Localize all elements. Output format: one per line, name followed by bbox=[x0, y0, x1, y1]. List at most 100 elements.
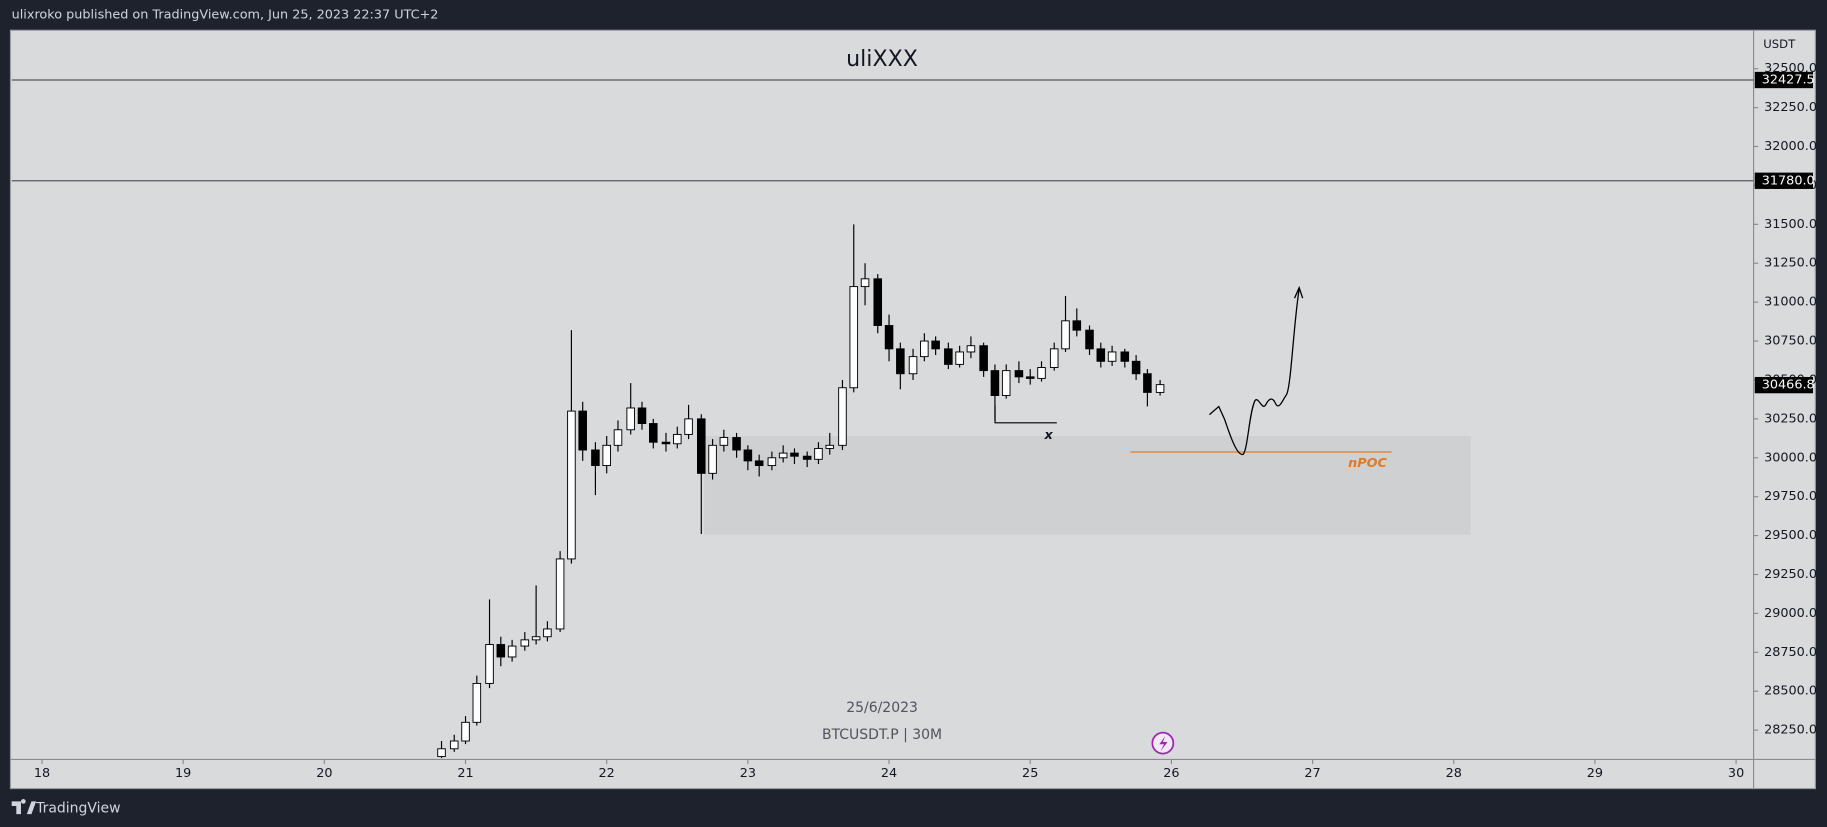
candle-body bbox=[496, 644, 506, 658]
y-tick-label: 30750.0 bbox=[1764, 334, 1817, 349]
candle-body bbox=[860, 278, 870, 288]
candle-body bbox=[966, 345, 976, 353]
x-tick-label: 21 bbox=[457, 766, 473, 781]
candle-body bbox=[849, 286, 859, 389]
candle-body bbox=[825, 444, 835, 449]
x-tick-label: 19 bbox=[175, 766, 191, 781]
chart-panel bbox=[9, 29, 1816, 790]
candle-body bbox=[1155, 384, 1165, 393]
candle-body bbox=[449, 740, 459, 750]
brand-logo bbox=[11, 799, 37, 815]
candle-body bbox=[802, 455, 812, 460]
x-tick-label: 22 bbox=[599, 766, 615, 781]
candle-body bbox=[979, 345, 988, 372]
x-tick-label: 20 bbox=[316, 766, 332, 781]
candle-body bbox=[708, 444, 717, 474]
y-tick-label: 29750.0 bbox=[1764, 489, 1817, 504]
x-tick-label: 18 bbox=[34, 766, 50, 781]
low-marker bbox=[994, 405, 1057, 424]
candle-body bbox=[1085, 329, 1094, 350]
horizontal-level-box bbox=[1754, 71, 1814, 89]
candle-body bbox=[1037, 367, 1046, 379]
candle-body bbox=[649, 423, 658, 443]
low-marker-x: x bbox=[1044, 428, 1054, 443]
candle-body bbox=[602, 444, 611, 467]
candle-body bbox=[790, 452, 799, 457]
x-tick-label: 29 bbox=[1587, 766, 1603, 781]
watermark-symbol: BTCUSDT.P | 30M bbox=[822, 727, 942, 743]
candle-body bbox=[1049, 348, 1059, 368]
candle-body bbox=[461, 721, 470, 742]
candle-body bbox=[543, 628, 552, 638]
candle-body bbox=[719, 437, 729, 446]
y-tick-label: 32250.0 bbox=[1764, 100, 1817, 115]
y-tick-label: 31500.0 bbox=[1764, 217, 1817, 232]
candle-body bbox=[507, 645, 517, 658]
candle-body bbox=[1072, 320, 1082, 331]
brand-name: TradingView bbox=[35, 800, 120, 816]
candle-body bbox=[1001, 370, 1011, 396]
candle-body bbox=[732, 437, 741, 451]
y-tick-label: 32000.0 bbox=[1764, 139, 1817, 154]
x-tick-label: 28 bbox=[1446, 766, 1462, 781]
plot-area bbox=[11, 79, 1754, 759]
candle-body bbox=[990, 370, 1000, 396]
last-price-box bbox=[1754, 376, 1814, 394]
candle-body bbox=[1143, 373, 1152, 393]
candle-body bbox=[838, 387, 847, 446]
candle-body bbox=[578, 410, 587, 451]
candle-body bbox=[743, 449, 753, 462]
candle-body bbox=[1096, 348, 1106, 362]
candle-body bbox=[520, 639, 530, 647]
candle-body bbox=[896, 348, 905, 375]
y-tick-label: 30000.0 bbox=[1764, 450, 1817, 465]
y-tick-label: 28500.0 bbox=[1764, 684, 1817, 699]
candle-body bbox=[920, 340, 929, 358]
horizontal-level-box bbox=[1754, 172, 1814, 189]
candle-body bbox=[955, 351, 964, 365]
y-tick-label: 31000.0 bbox=[1764, 295, 1817, 310]
candle-body bbox=[1014, 370, 1024, 378]
candle-body bbox=[437, 748, 446, 758]
event-icon-bolt bbox=[1159, 736, 1168, 752]
candle-body bbox=[767, 457, 777, 467]
candle-body bbox=[1025, 376, 1035, 379]
y-tick-label: 29000.0 bbox=[1764, 606, 1817, 621]
candle-body bbox=[1120, 351, 1130, 362]
candle-body bbox=[673, 433, 682, 445]
candle-body bbox=[613, 429, 623, 446]
horizontal-level-label: 32427.5 bbox=[1762, 73, 1815, 88]
candle-body bbox=[873, 278, 883, 326]
x-tick-label: 27 bbox=[1304, 766, 1320, 781]
x-tick-label: 25 bbox=[1022, 766, 1038, 781]
candle-body bbox=[637, 407, 647, 425]
horizontal-level-label: 31780.0 bbox=[1762, 173, 1815, 188]
candle-body bbox=[472, 682, 482, 723]
x-tick-label: 26 bbox=[1163, 766, 1179, 781]
price-unit: USDT bbox=[1763, 37, 1796, 51]
candle-body bbox=[591, 449, 600, 467]
candle-body bbox=[944, 348, 953, 365]
candle-body bbox=[567, 410, 576, 560]
candle-body bbox=[531, 636, 541, 641]
publish-info: ulixroko published on TradingView.com, J… bbox=[12, 8, 439, 23]
y-tick-label: 29500.0 bbox=[1764, 528, 1817, 543]
candle-body bbox=[697, 418, 706, 474]
candle-body bbox=[931, 340, 940, 350]
candle-body bbox=[908, 356, 918, 375]
candle-body bbox=[1061, 320, 1070, 350]
x-tick-label: 30 bbox=[1728, 766, 1744, 781]
candle-body bbox=[1131, 360, 1141, 375]
y-tick-label: 31250.0 bbox=[1764, 256, 1817, 271]
projection-arrow bbox=[1209, 285, 1304, 455]
candle-body bbox=[754, 460, 764, 467]
candle-body bbox=[661, 441, 671, 445]
y-tick-label: 28250.0 bbox=[1764, 723, 1817, 738]
x-tick-label: 24 bbox=[881, 766, 897, 781]
npoc-label: nPOC bbox=[1348, 456, 1387, 471]
candle-body bbox=[684, 418, 693, 435]
candle-body bbox=[555, 558, 565, 630]
y-tick-label: 30250.0 bbox=[1764, 411, 1817, 426]
